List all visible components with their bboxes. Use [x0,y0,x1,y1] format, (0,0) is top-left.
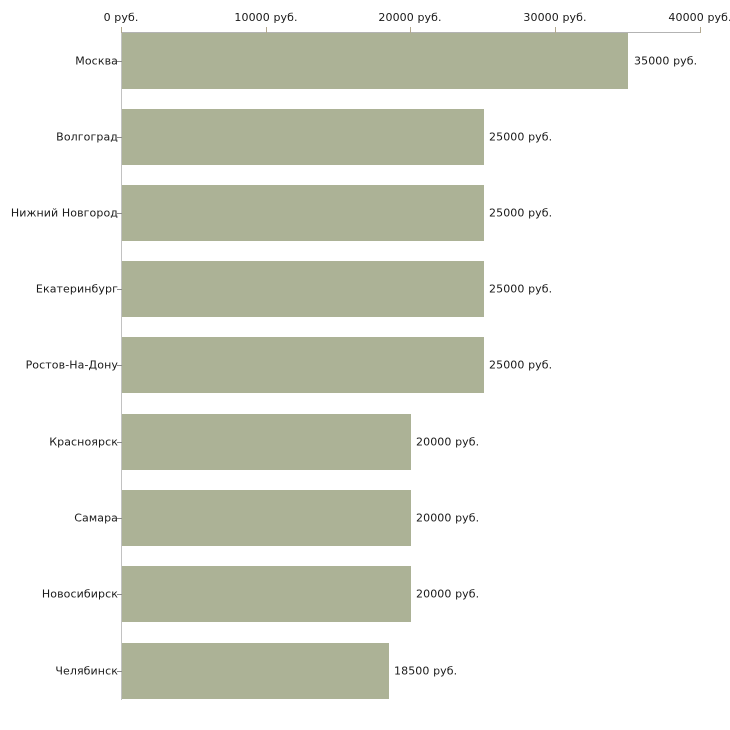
bar-value-label-novosibirsk: 20000 руб. [416,587,480,601]
y-axis-line [121,32,122,700]
category-label-nizhniy-novgorod: Нижний Новгород [10,206,118,220]
category-label-ekaterinburg: Екатеринбург [35,282,118,296]
x-tick-label-2: 20000 руб. [378,11,442,24]
bar-chelyabinsk [122,643,389,699]
bar-value-label-rostov-na-donu: 25000 руб. [489,358,553,372]
y-tick-4 [117,365,122,366]
category-label-chelyabinsk: Челябинск [55,664,118,678]
x-tick-label-4: 40000 руб. [668,11,730,24]
category-label-rostov-na-donu: Ростов-На-Дону [25,358,118,372]
bar-value-label-volgograd: 25000 руб. [489,130,553,144]
y-tick-5 [117,442,122,443]
x-tick-4 [700,27,701,33]
category-label-samara: Самара [74,511,118,525]
bar-krasnoyarsk [122,414,411,470]
bar-nizhniy-novgorod [122,185,484,241]
y-tick-0 [117,61,122,62]
y-tick-3 [117,289,122,290]
bar-volgograd [122,109,484,165]
bar-value-label-samara: 20000 руб. [416,511,480,525]
x-tick-label-0: 0 руб. [103,11,139,24]
bar-ekaterinburg [122,261,484,317]
bar-value-label-ekaterinburg: 25000 руб. [489,282,553,296]
category-label-volgograd: Волгоград [56,130,118,144]
x-tick-0 [121,27,122,33]
y-tick-7 [117,594,122,595]
bar-moskva [122,33,628,89]
y-tick-2 [117,213,122,214]
bar-novosibirsk [122,566,411,622]
y-tick-8 [117,671,122,672]
x-tick-1 [266,27,267,33]
x-tick-label-3: 30000 руб. [523,11,587,24]
bar-value-label-nizhniy-novgorod: 25000 руб. [489,206,553,220]
y-tick-1 [117,137,122,138]
y-tick-6 [117,518,122,519]
bar-value-label-chelyabinsk: 18500 руб. [394,664,458,678]
bar-samara [122,490,411,546]
category-label-novosibirsk: Новосибирск [41,587,118,601]
category-label-krasnoyarsk: Красноярск [49,435,118,449]
x-tick-2 [410,27,411,33]
x-tick-label-1: 10000 руб. [234,11,298,24]
bar-value-label-krasnoyarsk: 20000 руб. [416,435,480,449]
category-label-moskva: Москва [75,54,118,68]
bar-value-label-moskva: 35000 руб. [634,54,698,68]
bar-rostov-na-donu [122,337,484,393]
x-tick-3 [555,27,556,33]
